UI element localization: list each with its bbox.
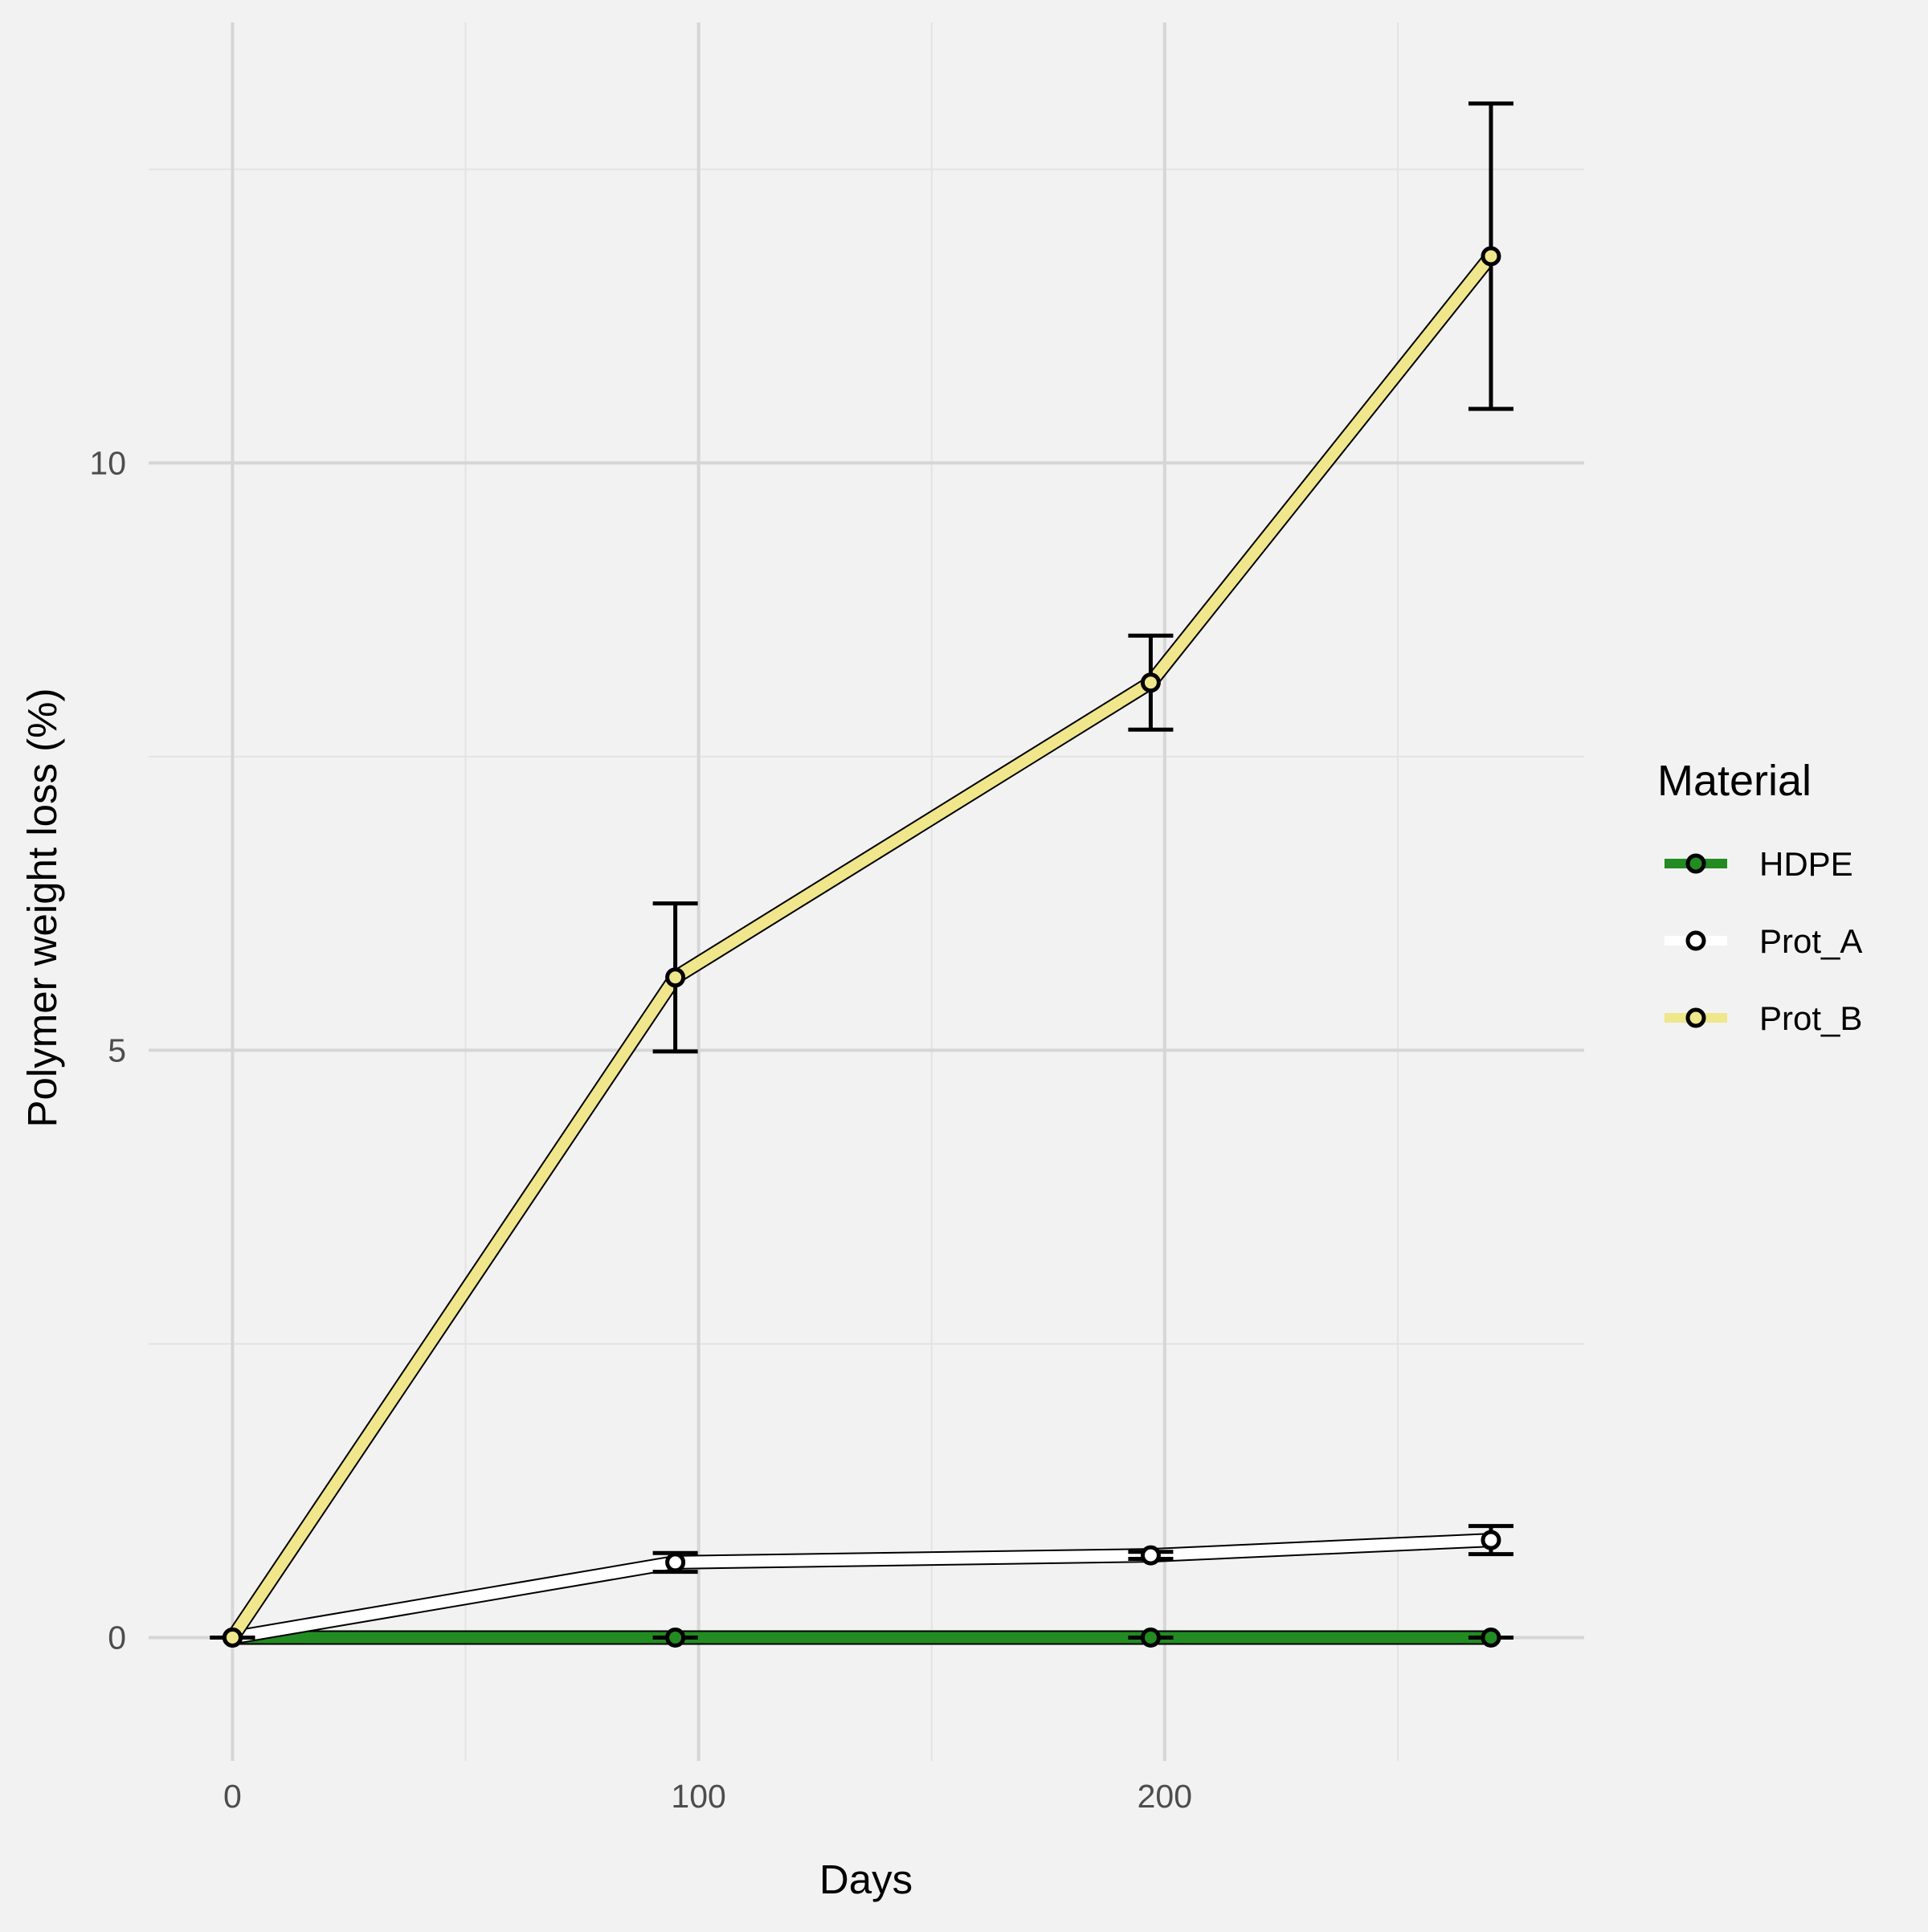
data-point (1481, 246, 1501, 267)
data-point (665, 967, 686, 988)
x-tick-label: 200 (1138, 1778, 1192, 1815)
data-point (1140, 1627, 1161, 1648)
y-tick-label: 0 (108, 1619, 126, 1656)
legend-label: HDPE (1759, 845, 1853, 883)
series-line (231, 1534, 1492, 1644)
data-point (665, 1627, 686, 1648)
x-axis-label: Days (819, 1856, 913, 1902)
legend-swatch-point (1685, 930, 1706, 951)
legend: Material HDPE Prot_A Prot_B (1657, 757, 1862, 1037)
legend-label: Prot_B (1759, 999, 1862, 1037)
legend-title: Material (1657, 757, 1812, 805)
y-tick-label: 5 (108, 1031, 126, 1068)
data-point (665, 1552, 686, 1573)
axes: 0 100 200 0 5 10 (89, 444, 1192, 1815)
data-point (1140, 672, 1161, 693)
gridlines (149, 22, 1584, 1761)
x-tick-label: 100 (671, 1778, 725, 1815)
y-axis-label: Polymer weight loss (%) (19, 688, 65, 1128)
data-point (222, 1627, 243, 1648)
data-point (1481, 1627, 1501, 1648)
legend-swatch-point (1685, 853, 1706, 874)
series-group (210, 101, 1513, 1648)
x-tick-label: 0 (223, 1778, 242, 1815)
y-tick-label: 10 (89, 444, 126, 481)
data-point (1140, 1545, 1161, 1566)
data-point (1481, 1530, 1501, 1550)
legend-label: Prot_A (1759, 922, 1862, 960)
series-line (227, 252, 1496, 1641)
legend-swatch-point (1685, 1007, 1706, 1028)
